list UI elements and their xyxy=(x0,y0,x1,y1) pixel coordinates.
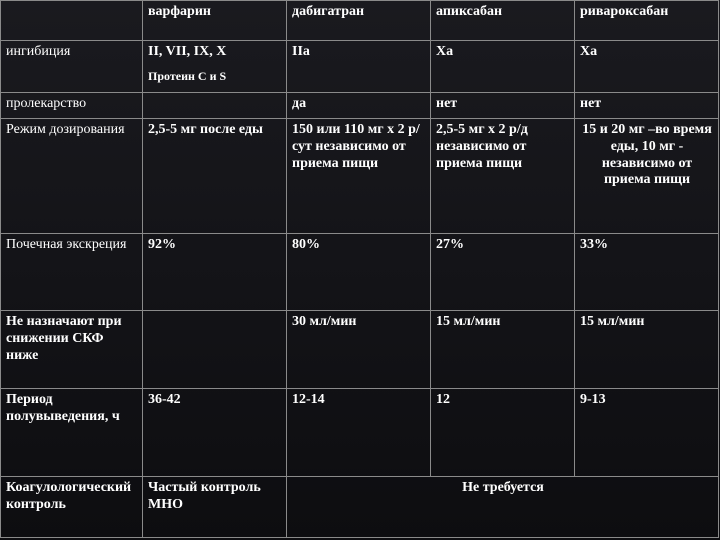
row-coag: Коагулологический контроль Частый контро… xyxy=(0,476,719,538)
cell-renal-rivaroxaban: 33% xyxy=(574,233,719,311)
cell-coag-warfarin: Частый контроль МНО xyxy=(142,476,287,538)
header-cell-empty xyxy=(0,0,143,41)
cell-prodrug-warfarin xyxy=(142,92,287,119)
row-renal: Почечная экскреция 92% 80% 27% 33% xyxy=(0,233,719,311)
cell-halflife-dabigatran: 12-14 xyxy=(286,388,431,477)
row-label-coag: Коагулологический контроль xyxy=(0,476,143,538)
header-dabigatran: дабигатран xyxy=(286,0,431,41)
cell-coag-others: Не требуется xyxy=(286,476,719,538)
row-prodrug: пролекарство да нет нет xyxy=(0,92,719,119)
row-crcl: Не назначают при снижении СКФ ниже 30 мл… xyxy=(0,310,719,389)
row-label-dosing: Режим дозирования xyxy=(0,118,143,234)
inhibition-warfarin-proteins: Протеин С и S xyxy=(148,68,227,83)
row-label-prodrug: пролекарство xyxy=(0,92,143,119)
row-inhibition: ингибиция II, VII, IX, X Протеин С и S I… xyxy=(0,40,719,93)
inhibition-warfarin-factors: II, VII, IX, X xyxy=(148,44,227,59)
cell-renal-dabigatran: 80% xyxy=(286,233,431,311)
row-label-renal: Почечная экскреция xyxy=(0,233,143,311)
cell-dosing-dabigatran: 150 или 110 мг х 2 р/сут независимо от п… xyxy=(286,118,431,234)
row-label-crcl: Не назначают при снижении СКФ ниже xyxy=(0,310,143,389)
header-warfarin: варфарин xyxy=(142,0,287,41)
cell-prodrug-apixaban: нет xyxy=(430,92,575,119)
cell-halflife-apixaban: 12 xyxy=(430,388,575,477)
header-row: варфарин дабигатран апиксабан ривароксаб… xyxy=(0,0,719,41)
cell-crcl-dabigatran: 30 мл/мин xyxy=(286,310,431,389)
cell-renal-apixaban: 27% xyxy=(430,233,575,311)
cell-inhibition-rivaroxaban: Xa xyxy=(574,40,719,93)
cell-renal-warfarin: 92% xyxy=(142,233,287,311)
header-rivaroxaban: ривароксабан xyxy=(574,0,719,41)
cell-dosing-warfarin: 2,5-5 мг после еды xyxy=(142,118,287,234)
row-dosing: Режим дозирования 2,5-5 мг после еды 150… xyxy=(0,118,719,234)
cell-crcl-apixaban: 15 мл/мин xyxy=(430,310,575,389)
cell-halflife-warfarin: 36-42 xyxy=(142,388,287,477)
cell-inhibition-warfarin: II, VII, IX, X Протеин С и S xyxy=(142,40,287,93)
row-label-halflife: Период полувыведения, ч xyxy=(0,388,143,477)
cell-prodrug-rivaroxaban: нет xyxy=(574,92,719,119)
cell-dosing-rivaroxaban: 15 и 20 мг –во время еды, 10 мг - незави… xyxy=(574,118,719,234)
header-apixaban: апиксабан xyxy=(430,0,575,41)
row-halflife: Период полувыведения, ч 36-42 12-14 12 9… xyxy=(0,388,719,477)
cell-inhibition-apixaban: Xa xyxy=(430,40,575,93)
cell-dosing-apixaban: 2,5-5 мг х 2 р/д независимо от приема пи… xyxy=(430,118,575,234)
cell-crcl-warfarin xyxy=(142,310,287,389)
row-label-inhibition: ингибиция xyxy=(0,40,143,93)
cell-halflife-rivaroxaban: 9-13 xyxy=(574,388,719,477)
cell-prodrug-dabigatran: да xyxy=(286,92,431,119)
cell-inhibition-dabigatran: IIa xyxy=(286,40,431,93)
cell-crcl-rivaroxaban: 15 мл/мин xyxy=(574,310,719,389)
